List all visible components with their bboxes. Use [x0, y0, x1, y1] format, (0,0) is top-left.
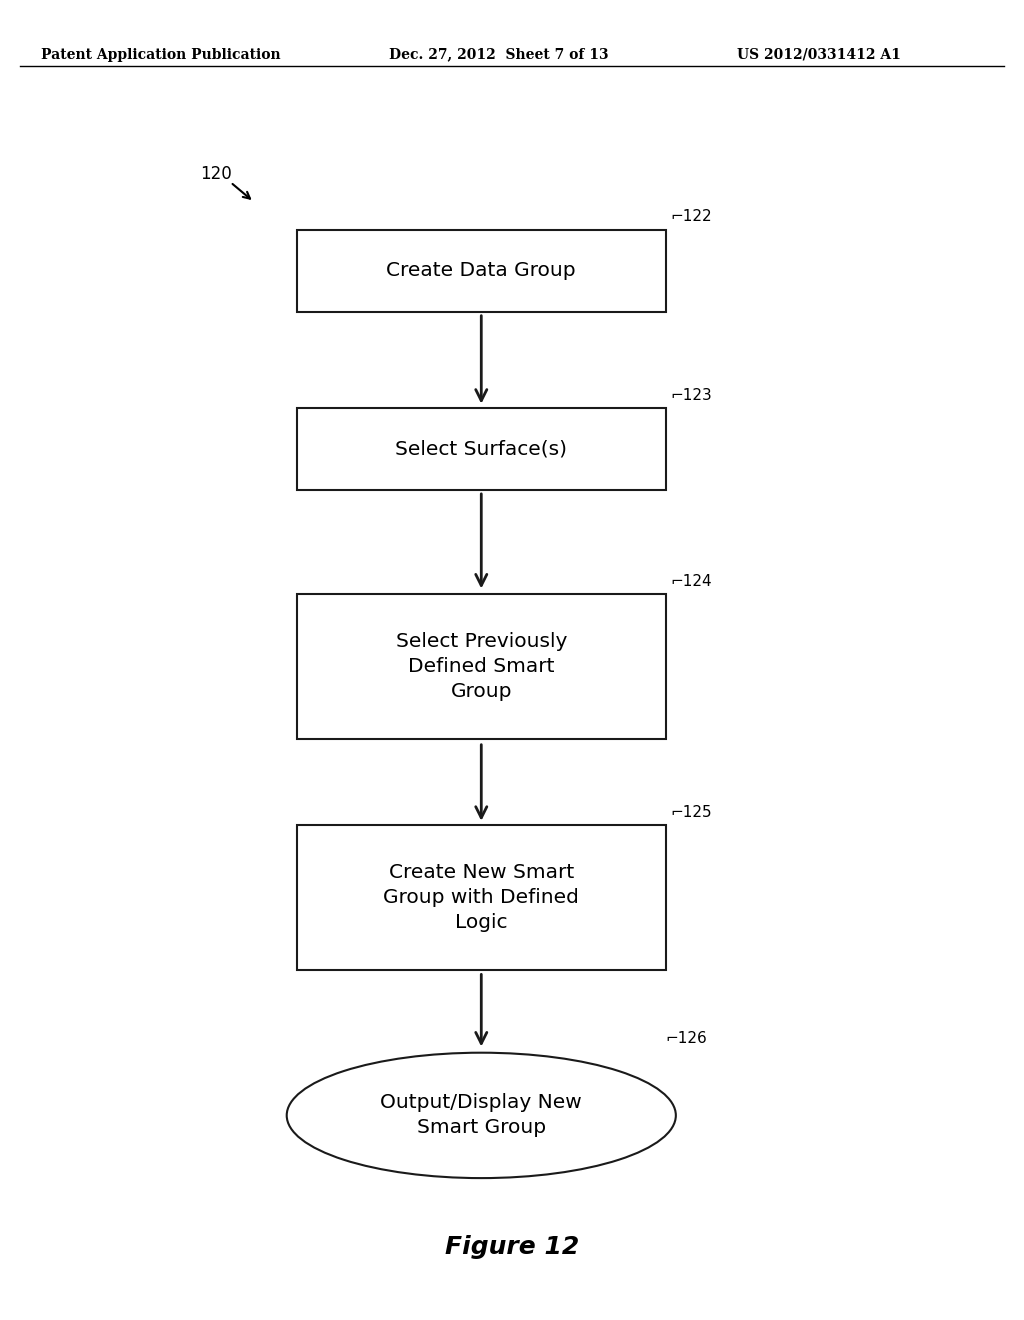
- Text: ⌐124: ⌐124: [671, 574, 713, 589]
- Text: Select Previously
Defined Smart
Group: Select Previously Defined Smart Group: [395, 632, 567, 701]
- Text: Dec. 27, 2012  Sheet 7 of 13: Dec. 27, 2012 Sheet 7 of 13: [389, 48, 608, 62]
- FancyBboxPatch shape: [297, 230, 666, 312]
- Text: Select Surface(s): Select Surface(s): [395, 440, 567, 458]
- Ellipse shape: [287, 1053, 676, 1179]
- Text: Patent Application Publication: Patent Application Publication: [41, 48, 281, 62]
- Text: 120: 120: [200, 165, 231, 183]
- Text: Create Data Group: Create Data Group: [386, 261, 577, 280]
- Text: Output/Display New
Smart Group: Output/Display New Smart Group: [380, 1093, 583, 1138]
- FancyBboxPatch shape: [297, 594, 666, 739]
- Text: Figure 12: Figure 12: [444, 1236, 580, 1259]
- Text: Create New Smart
Group with Defined
Logic: Create New Smart Group with Defined Logi…: [383, 863, 580, 932]
- Text: ⌐123: ⌐123: [671, 388, 713, 403]
- FancyBboxPatch shape: [297, 408, 666, 490]
- Text: ⌐126: ⌐126: [666, 1031, 708, 1045]
- FancyBboxPatch shape: [297, 825, 666, 970]
- Text: US 2012/0331412 A1: US 2012/0331412 A1: [737, 48, 901, 62]
- Text: ⌐122: ⌐122: [671, 210, 713, 224]
- Text: ⌐125: ⌐125: [671, 805, 713, 820]
